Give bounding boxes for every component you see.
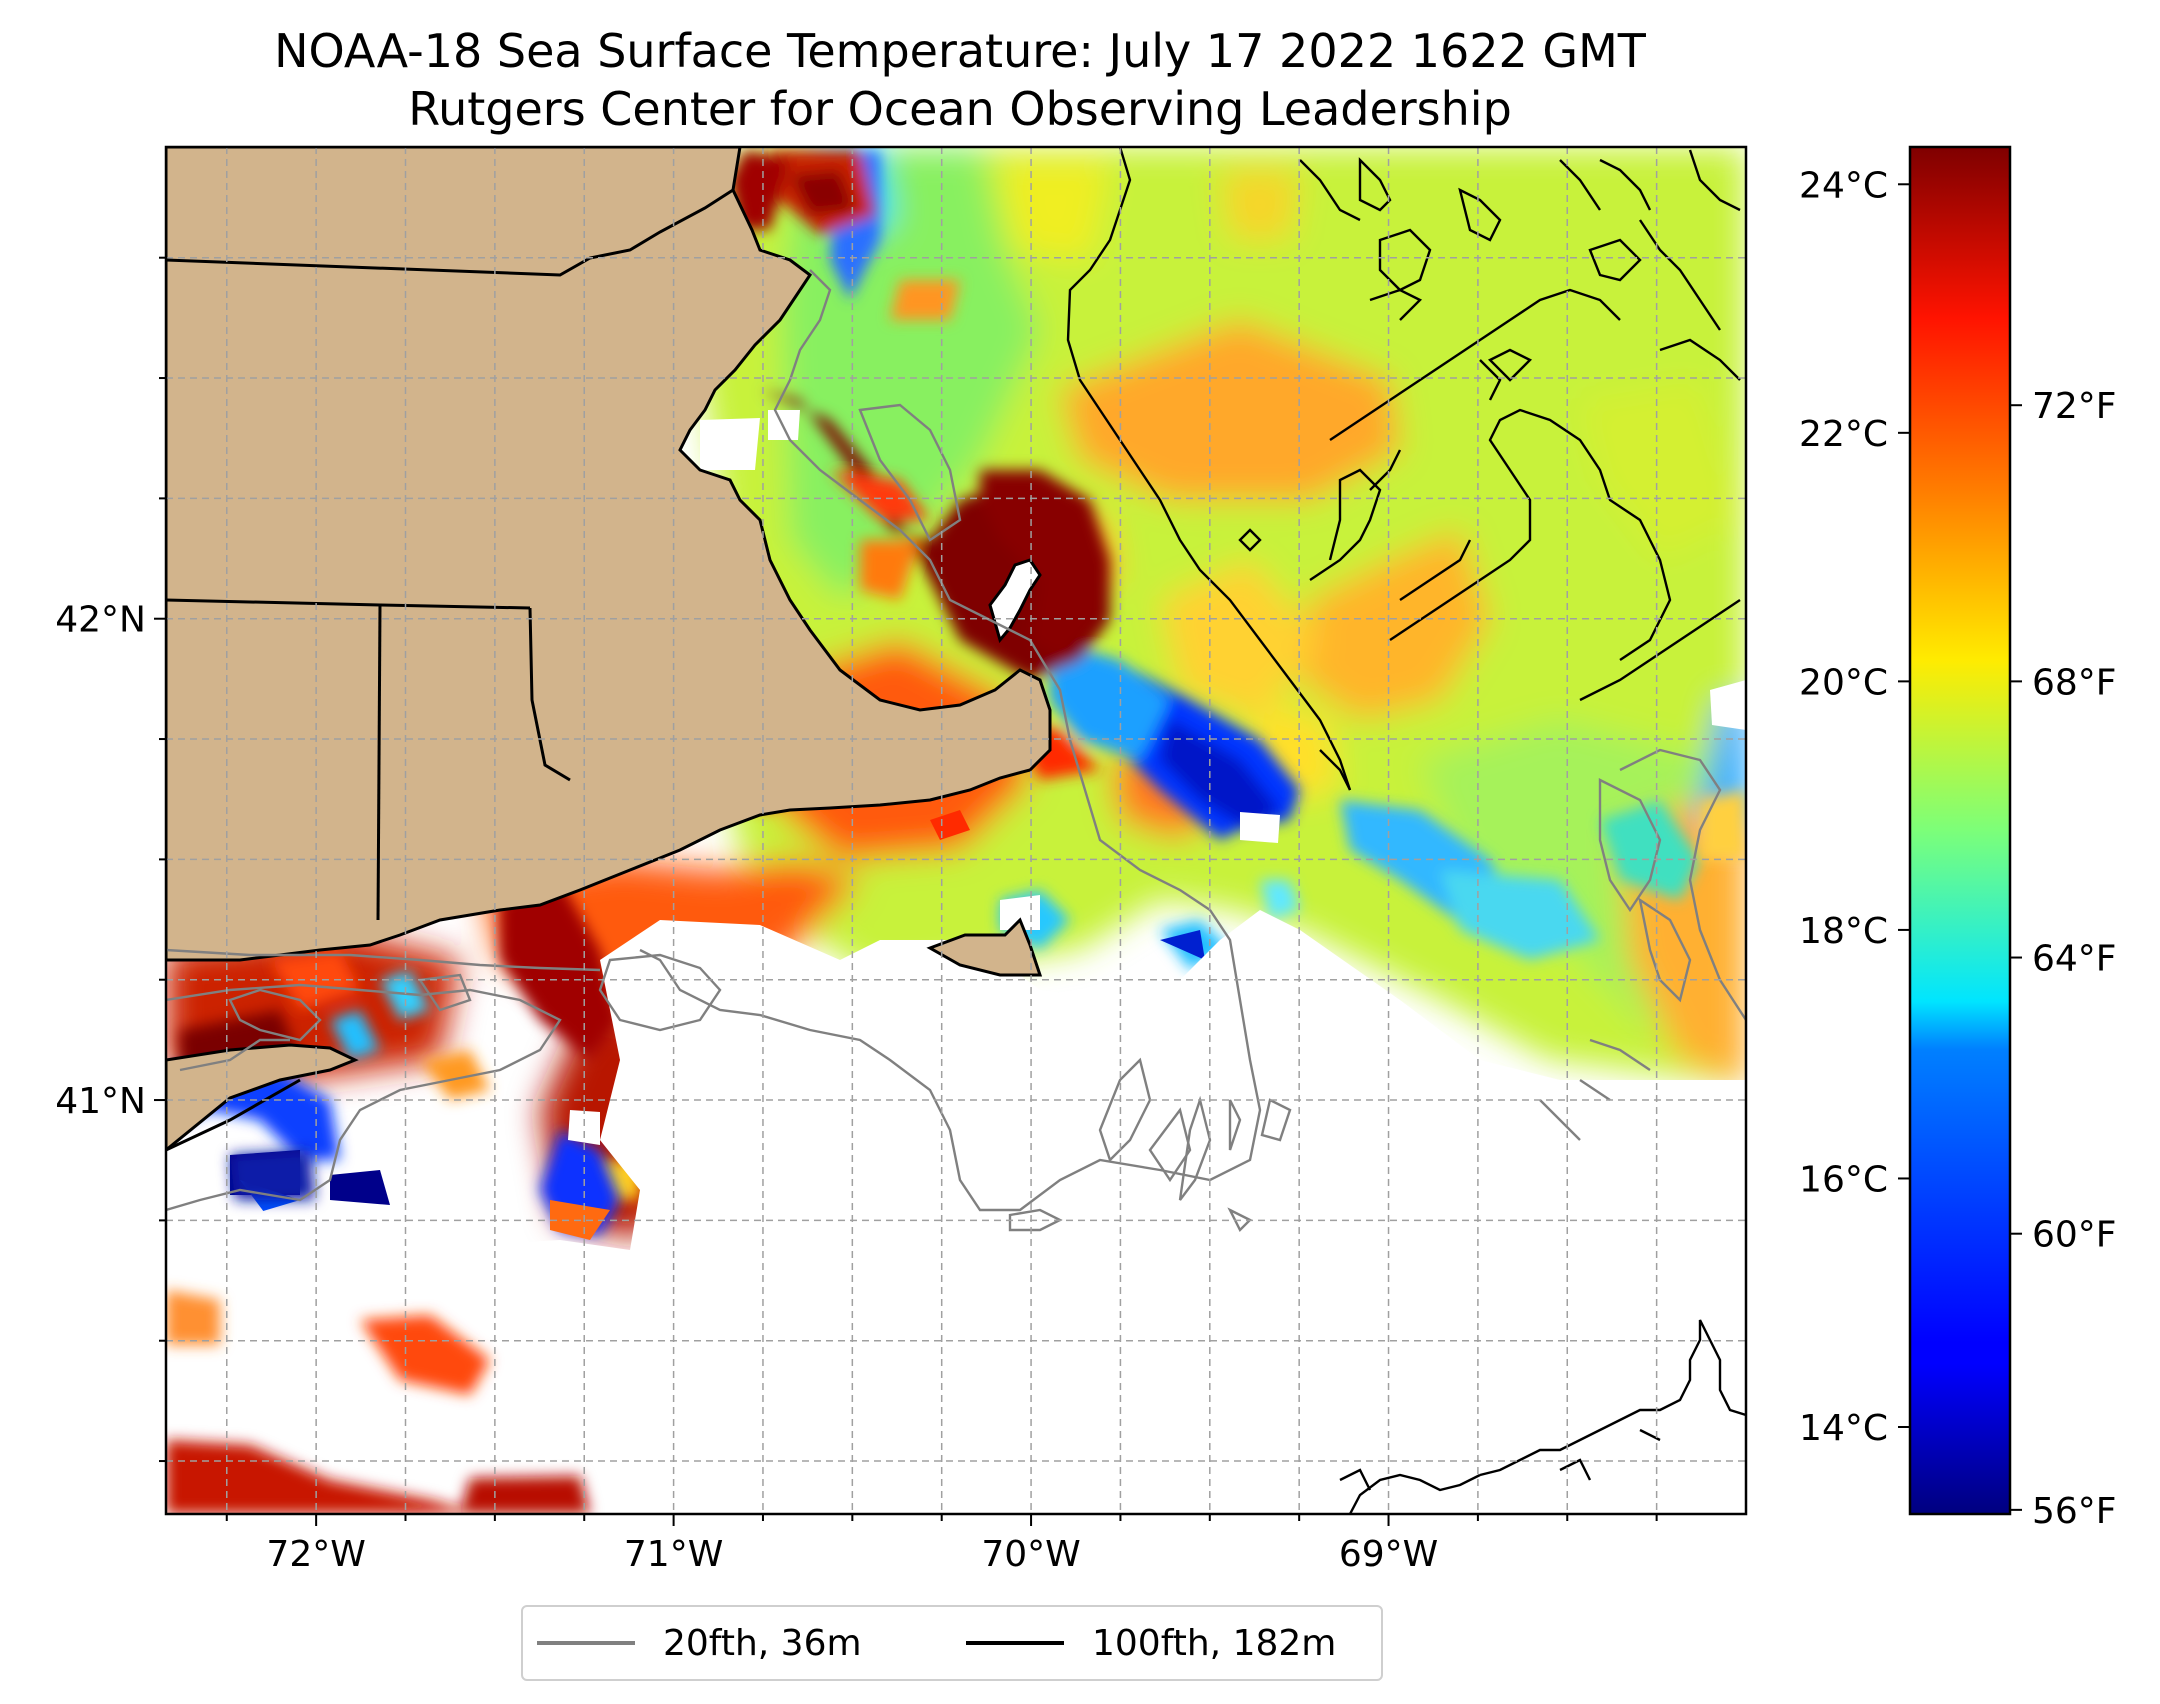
map-panel [166, 147, 1746, 1514]
celsius-tick-label: 16°C [1799, 1159, 1888, 1200]
cloud-no-data [166, 410, 1746, 1514]
fahrenheit-tick-label: 68°F [2032, 662, 2117, 703]
x-tick-label: 69°W [1339, 1534, 1438, 1575]
x-tick-label: 70°W [981, 1534, 1080, 1575]
colorbar-ticks: 14°C 16°C 18°C 20°C 22°C 24°C 56°F 60°F 64°F 68°F… [1799, 165, 2116, 1532]
legend-swatch-gray-line [537, 1641, 635, 1645]
celsius-tick-label: 20°C [1799, 662, 1888, 703]
y-tick-label: 41°N [55, 1081, 146, 1122]
sst-field-detail [180, 150, 1700, 1200]
fahrenheit-tick-label: 56°F [2032, 1491, 2117, 1532]
legend-item-20fth: 20fth, 36m [537, 1607, 862, 1679]
colorbar-gradient [1908, 145, 2012, 1516]
legend-item-100fth: 100fth, 182m [966, 1607, 1336, 1679]
legend-label-20fth: 20fth, 36m [663, 1622, 862, 1664]
chart-title-line-2: Rutgers Center for Ocean Observing Leade… [408, 82, 1512, 136]
map-legend: 20fth, 36m 100fth, 182m [521, 1605, 1383, 1681]
state-borders [166, 188, 734, 1152]
fahrenheit-tick-label: 60°F [2032, 1215, 2117, 1256]
x-tick-label: 72°W [266, 1534, 365, 1575]
x-tick-label: 71°W [624, 1534, 723, 1575]
chart-title-line-1: NOAA-18 Sea Surface Temperature: July 17… [274, 24, 1646, 78]
celsius-tick-label: 14°C [1799, 1408, 1888, 1449]
y-tick-label: 42°N [55, 600, 146, 641]
map-axis-ticks: 72°W 71°W 70°W 69°W 42°N 41°N [55, 256, 1658, 1575]
land-mass [166, 147, 1052, 1152]
legend-label-100fth: 100fth, 182m [1092, 1622, 1337, 1664]
bathymetry-20fth-contours [166, 269, 1746, 1233]
celsius-tick-label: 22°C [1799, 414, 1888, 455]
sst-scattered-patches [166, 1150, 590, 1514]
celsius-tick-label: 18°C [1799, 911, 1888, 952]
legend-swatch-black-line [966, 1641, 1064, 1645]
bathymetry-100fth-contours [1066, 147, 1746, 1514]
fahrenheit-tick-label: 72°F [2032, 386, 2117, 427]
colorbar: 14°C 16°C 18°C 20°C 22°C 24°C 56°F 60°F 64°F 68°F… [1799, 145, 2117, 1532]
fahrenheit-tick-label: 64°F [2032, 939, 2117, 980]
celsius-tick-label: 24°C [1799, 165, 1888, 206]
map-frame [164, 145, 1748, 1516]
